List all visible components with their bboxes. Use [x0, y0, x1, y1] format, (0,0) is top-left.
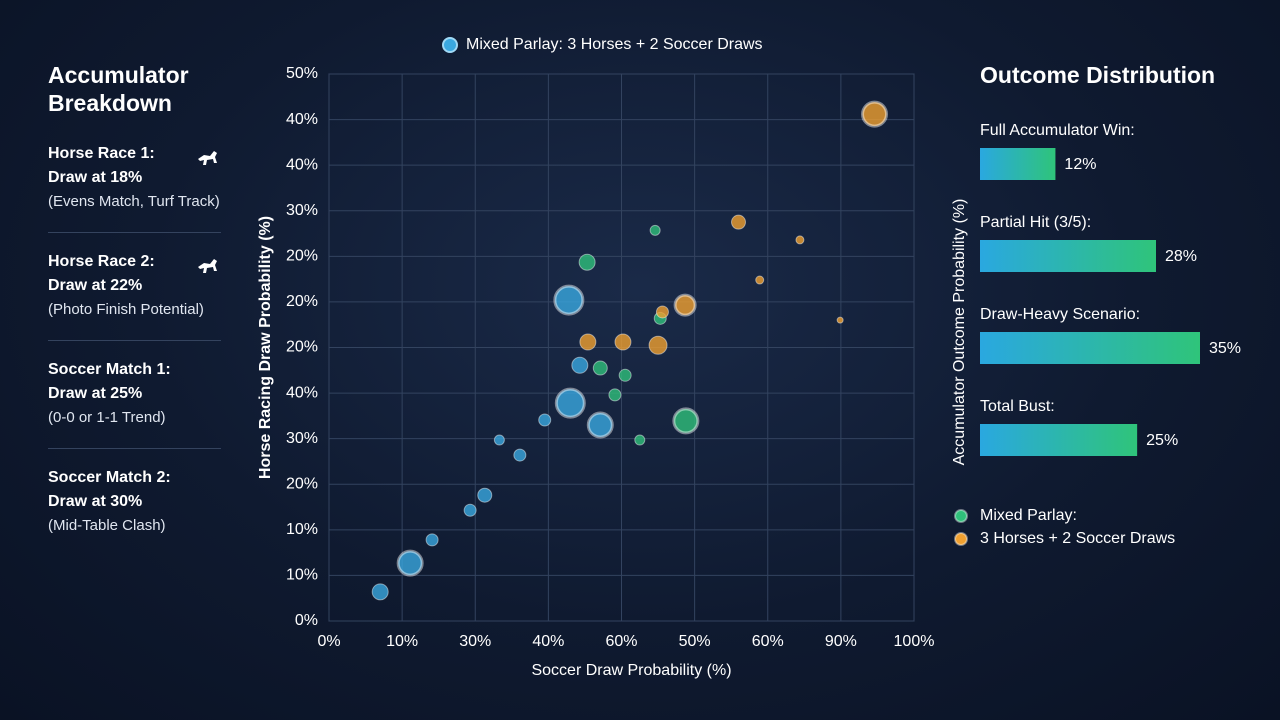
bubble [463, 503, 477, 517]
x-tick-label: 10% [386, 633, 418, 650]
y-tick-label: 20% [286, 248, 318, 265]
item-draw: Draw at 22% [48, 277, 143, 294]
y-tick-label: 30% [286, 430, 318, 447]
bubble [608, 388, 622, 402]
item-draw: Draw at 25% [48, 385, 143, 402]
item-note: (Photo Finish Potential) [48, 301, 204, 318]
y-tick-label: 40% [286, 111, 318, 128]
bubble [592, 360, 608, 376]
separator [48, 232, 221, 233]
item-note: (Mid-Table Clash) [48, 517, 166, 534]
category-label: Full Accumulator Win: [980, 122, 1135, 139]
chart-title: Outcome Distribution [980, 62, 1216, 88]
x-tick-label: 50% [679, 633, 711, 650]
x-tick-label: 100% [894, 633, 935, 650]
legend-swatch [954, 532, 968, 546]
x-tick-label: 30% [459, 633, 491, 650]
item-draw: Draw at 30% [48, 493, 143, 510]
legend-label: Mixed Parlay: 3 Horses + 2 Soccer Draws [466, 36, 763, 53]
y-tick-label: 20% [286, 293, 318, 310]
bubble [618, 368, 632, 382]
item-draw: Draw at 18% [48, 169, 143, 186]
bubble [579, 333, 597, 351]
bar [980, 424, 1138, 456]
item-note: (Evens Match, Turf Track) [48, 193, 220, 210]
y-tick-label: 10% [286, 567, 318, 584]
bubble [586, 411, 614, 439]
item-name: Horse Race 2: [48, 253, 155, 270]
bubble [795, 235, 805, 245]
y-tick-label: 20% [286, 475, 318, 492]
separator [48, 340, 221, 341]
legend-label: Mixed Parlay: [980, 507, 1077, 524]
bubble [371, 583, 389, 601]
bubble [554, 387, 586, 419]
bubble [571, 356, 589, 374]
y-axis-title: Accumulator Outcome Probability (%) [951, 199, 968, 466]
separator [48, 448, 221, 449]
bubble [672, 407, 700, 435]
horse-icon [198, 259, 217, 273]
bubble [655, 305, 669, 319]
x-tick-label: 60% [752, 633, 784, 650]
item-note: (0-0 or 1-1 Trend) [48, 409, 166, 426]
value-label: 28% [1165, 248, 1197, 265]
bubble [513, 448, 527, 462]
legend-swatch [954, 509, 968, 523]
bar [980, 332, 1200, 364]
bubble [836, 316, 844, 324]
bubble [649, 224, 661, 236]
category-label: Draw-Heavy Scenario: [980, 306, 1140, 323]
bubble [578, 253, 596, 271]
y-tick-label: 40% [286, 384, 318, 401]
y-tick-label: 40% [286, 156, 318, 173]
bubble [731, 214, 746, 230]
y-axis-title: Horse Racing Draw Probability (%) [257, 216, 274, 479]
value-label: 35% [1209, 340, 1241, 357]
item-name: Soccer Match 1: [48, 361, 171, 378]
bar [980, 240, 1156, 272]
horse-icon [198, 151, 217, 165]
bubble [861, 100, 889, 128]
y-tick-label: 10% [286, 521, 318, 538]
bubble [538, 413, 552, 427]
item-name: Horse Race 1: [48, 145, 155, 162]
category-label: Total Bust: [980, 398, 1055, 415]
bubble [755, 275, 765, 285]
legend-label: 3 Horses + 2 Soccer Draws [980, 530, 1175, 547]
item-name: Soccer Match 2: [48, 469, 171, 486]
x-tick-label: 40% [532, 633, 564, 650]
bubble [493, 434, 505, 446]
bar [980, 148, 1056, 180]
bubble [477, 487, 493, 503]
value-label: 25% [1146, 432, 1178, 449]
x-tick-label: 90% [825, 633, 857, 650]
y-tick-label: 20% [286, 339, 318, 356]
y-tick-label: 50% [286, 65, 318, 82]
x-tick-label: 60% [605, 633, 637, 650]
bubble [396, 549, 424, 577]
value-label: 12% [1064, 156, 1096, 173]
bubble [673, 293, 697, 317]
y-tick-label: 0% [295, 612, 318, 629]
bubble [634, 434, 646, 446]
category-label: Partial Hit (3/5): [980, 214, 1091, 231]
panel-title: Accumulator Breakdown [48, 62, 189, 116]
y-tick-label: 30% [286, 202, 318, 219]
x-axis-title: Soccer Draw Probability (%) [531, 662, 731, 679]
bubble [425, 533, 439, 547]
bubble [553, 284, 585, 316]
legend-swatch [442, 37, 458, 53]
bubble [648, 335, 668, 355]
x-tick-label: 0% [317, 633, 340, 650]
bubble [614, 333, 632, 351]
